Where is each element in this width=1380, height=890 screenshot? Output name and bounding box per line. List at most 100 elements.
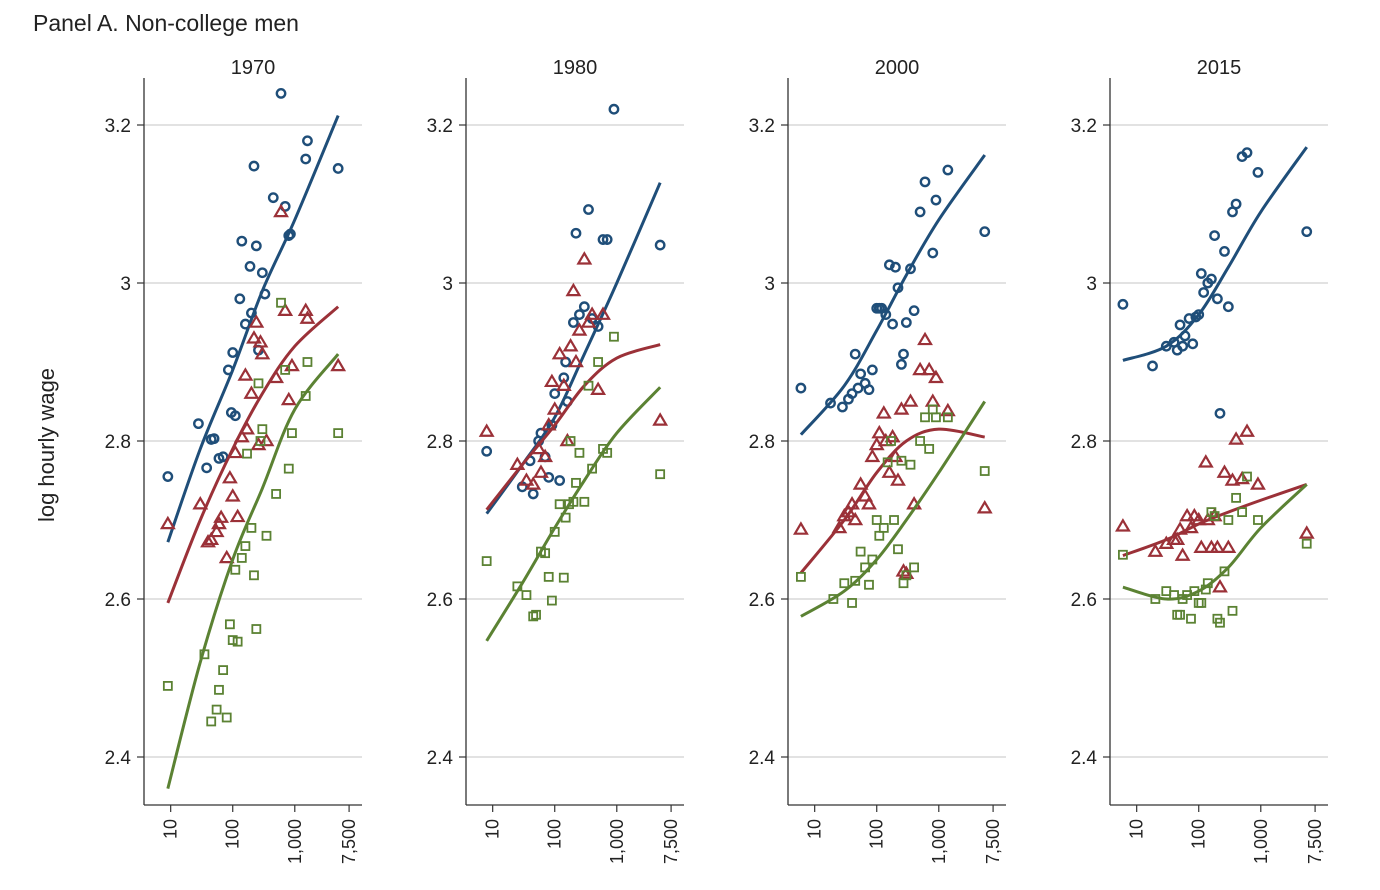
- data-point: [1222, 301, 1234, 313]
- data-point: [571, 322, 588, 336]
- data-point: [276, 297, 286, 308]
- data-point: [540, 417, 557, 431]
- data-point: [1169, 531, 1186, 546]
- data-point: [867, 554, 878, 565]
- data-point: [593, 357, 604, 367]
- y-tick-label: 2.8: [749, 432, 775, 453]
- data-point: [222, 364, 234, 376]
- data-point: [1227, 605, 1238, 616]
- data-point: [549, 526, 560, 537]
- data-point: [595, 306, 611, 320]
- data-point: [481, 556, 492, 566]
- data-point: [1298, 525, 1315, 539]
- data-point: [905, 263, 916, 275]
- data-point: [852, 382, 864, 394]
- facet-title: 2000: [875, 57, 920, 79]
- facet-title: 2015: [1197, 57, 1242, 79]
- data-point: [1234, 470, 1251, 485]
- data-point: [1212, 293, 1223, 305]
- data-point: [1205, 273, 1217, 285]
- data-point: [1187, 338, 1199, 350]
- data-point: [861, 496, 877, 510]
- data-point: [332, 163, 344, 174]
- data-point: [287, 428, 297, 439]
- data-point: [302, 357, 313, 367]
- data-point: [233, 428, 250, 443]
- series-circle: [1117, 146, 1313, 419]
- data-point: [1219, 566, 1230, 577]
- data-point: [258, 432, 275, 447]
- data-point: [860, 562, 871, 573]
- data-point: [565, 282, 582, 297]
- fit-curve: [1122, 146, 1308, 362]
- data-point: [942, 164, 954, 176]
- data-point: [159, 515, 176, 530]
- x-tick-label: 7,500: [1305, 819, 1325, 864]
- data-point: [1198, 287, 1210, 298]
- x-tick-label: 100: [1189, 819, 1209, 849]
- data-point: [206, 716, 217, 727]
- data-point: [1147, 360, 1158, 372]
- fit-curve: [1122, 483, 1308, 557]
- data-point: [256, 267, 268, 279]
- fit-curve: [166, 353, 340, 789]
- data-point: [302, 135, 313, 147]
- data-point: [655, 469, 666, 480]
- data-point: [271, 489, 282, 499]
- facet-2000: 2000 2.4 2.6 2.8 3 3.2 10 100 1,000 7,500: [749, 57, 1006, 864]
- data-point: [1241, 147, 1253, 159]
- data-point: [213, 509, 230, 523]
- data-point: [896, 358, 907, 370]
- data-point: [898, 348, 909, 360]
- data-point: [252, 334, 269, 348]
- data-point: [1193, 539, 1210, 553]
- data-point: [208, 433, 220, 445]
- data-point: [518, 472, 535, 486]
- data-point: [864, 448, 881, 463]
- data-point: [587, 463, 597, 474]
- data-point: [1209, 539, 1226, 553]
- data-point: [201, 462, 213, 474]
- data-point: [886, 436, 896, 446]
- data-point: [1212, 578, 1228, 593]
- data-point: [924, 393, 941, 407]
- y-tick-label: 3: [1086, 274, 1097, 295]
- data-point: [795, 382, 807, 394]
- data-point: [1197, 454, 1214, 468]
- data-point: [930, 194, 942, 206]
- facet-2015: 2015 2.4 2.6 2.8 3 3.2 10 100 1,000 7,500: [1071, 57, 1328, 864]
- data-point: [1118, 549, 1128, 560]
- data-point: [203, 531, 220, 546]
- x-tick-label: 7,500: [339, 819, 359, 864]
- data-point: [831, 519, 848, 534]
- data-point: [847, 598, 857, 608]
- data-point: [283, 463, 294, 474]
- data-point: [652, 412, 669, 426]
- data-point: [246, 523, 257, 533]
- y-tick-label: 3.2: [1071, 116, 1097, 137]
- data-point: [1114, 518, 1131, 532]
- data-point: [280, 391, 297, 406]
- data-point: [931, 412, 941, 423]
- y-tick-label: 2.6: [427, 590, 453, 611]
- data-point: [1209, 230, 1220, 242]
- data-point: [1179, 330, 1191, 342]
- data-point: [574, 447, 585, 458]
- data-point: [230, 564, 241, 575]
- data-point: [558, 572, 569, 583]
- panel-title: Panel A. Non-college men: [33, 10, 299, 36]
- x-tick-label: 1,000: [1251, 819, 1271, 864]
- data-point: [597, 234, 609, 245]
- series-circle: [795, 154, 991, 436]
- data-point: [901, 570, 912, 581]
- data-point: [1202, 578, 1213, 589]
- data-point: [1189, 586, 1200, 596]
- data-point: [571, 477, 581, 488]
- data-point: [1219, 245, 1230, 257]
- data-point: [554, 475, 566, 486]
- data-point: [874, 530, 885, 541]
- data-point: [1172, 609, 1183, 620]
- y-tick-label: 2.4: [1071, 748, 1098, 769]
- data-point: [1195, 268, 1207, 279]
- data-point: [601, 234, 613, 245]
